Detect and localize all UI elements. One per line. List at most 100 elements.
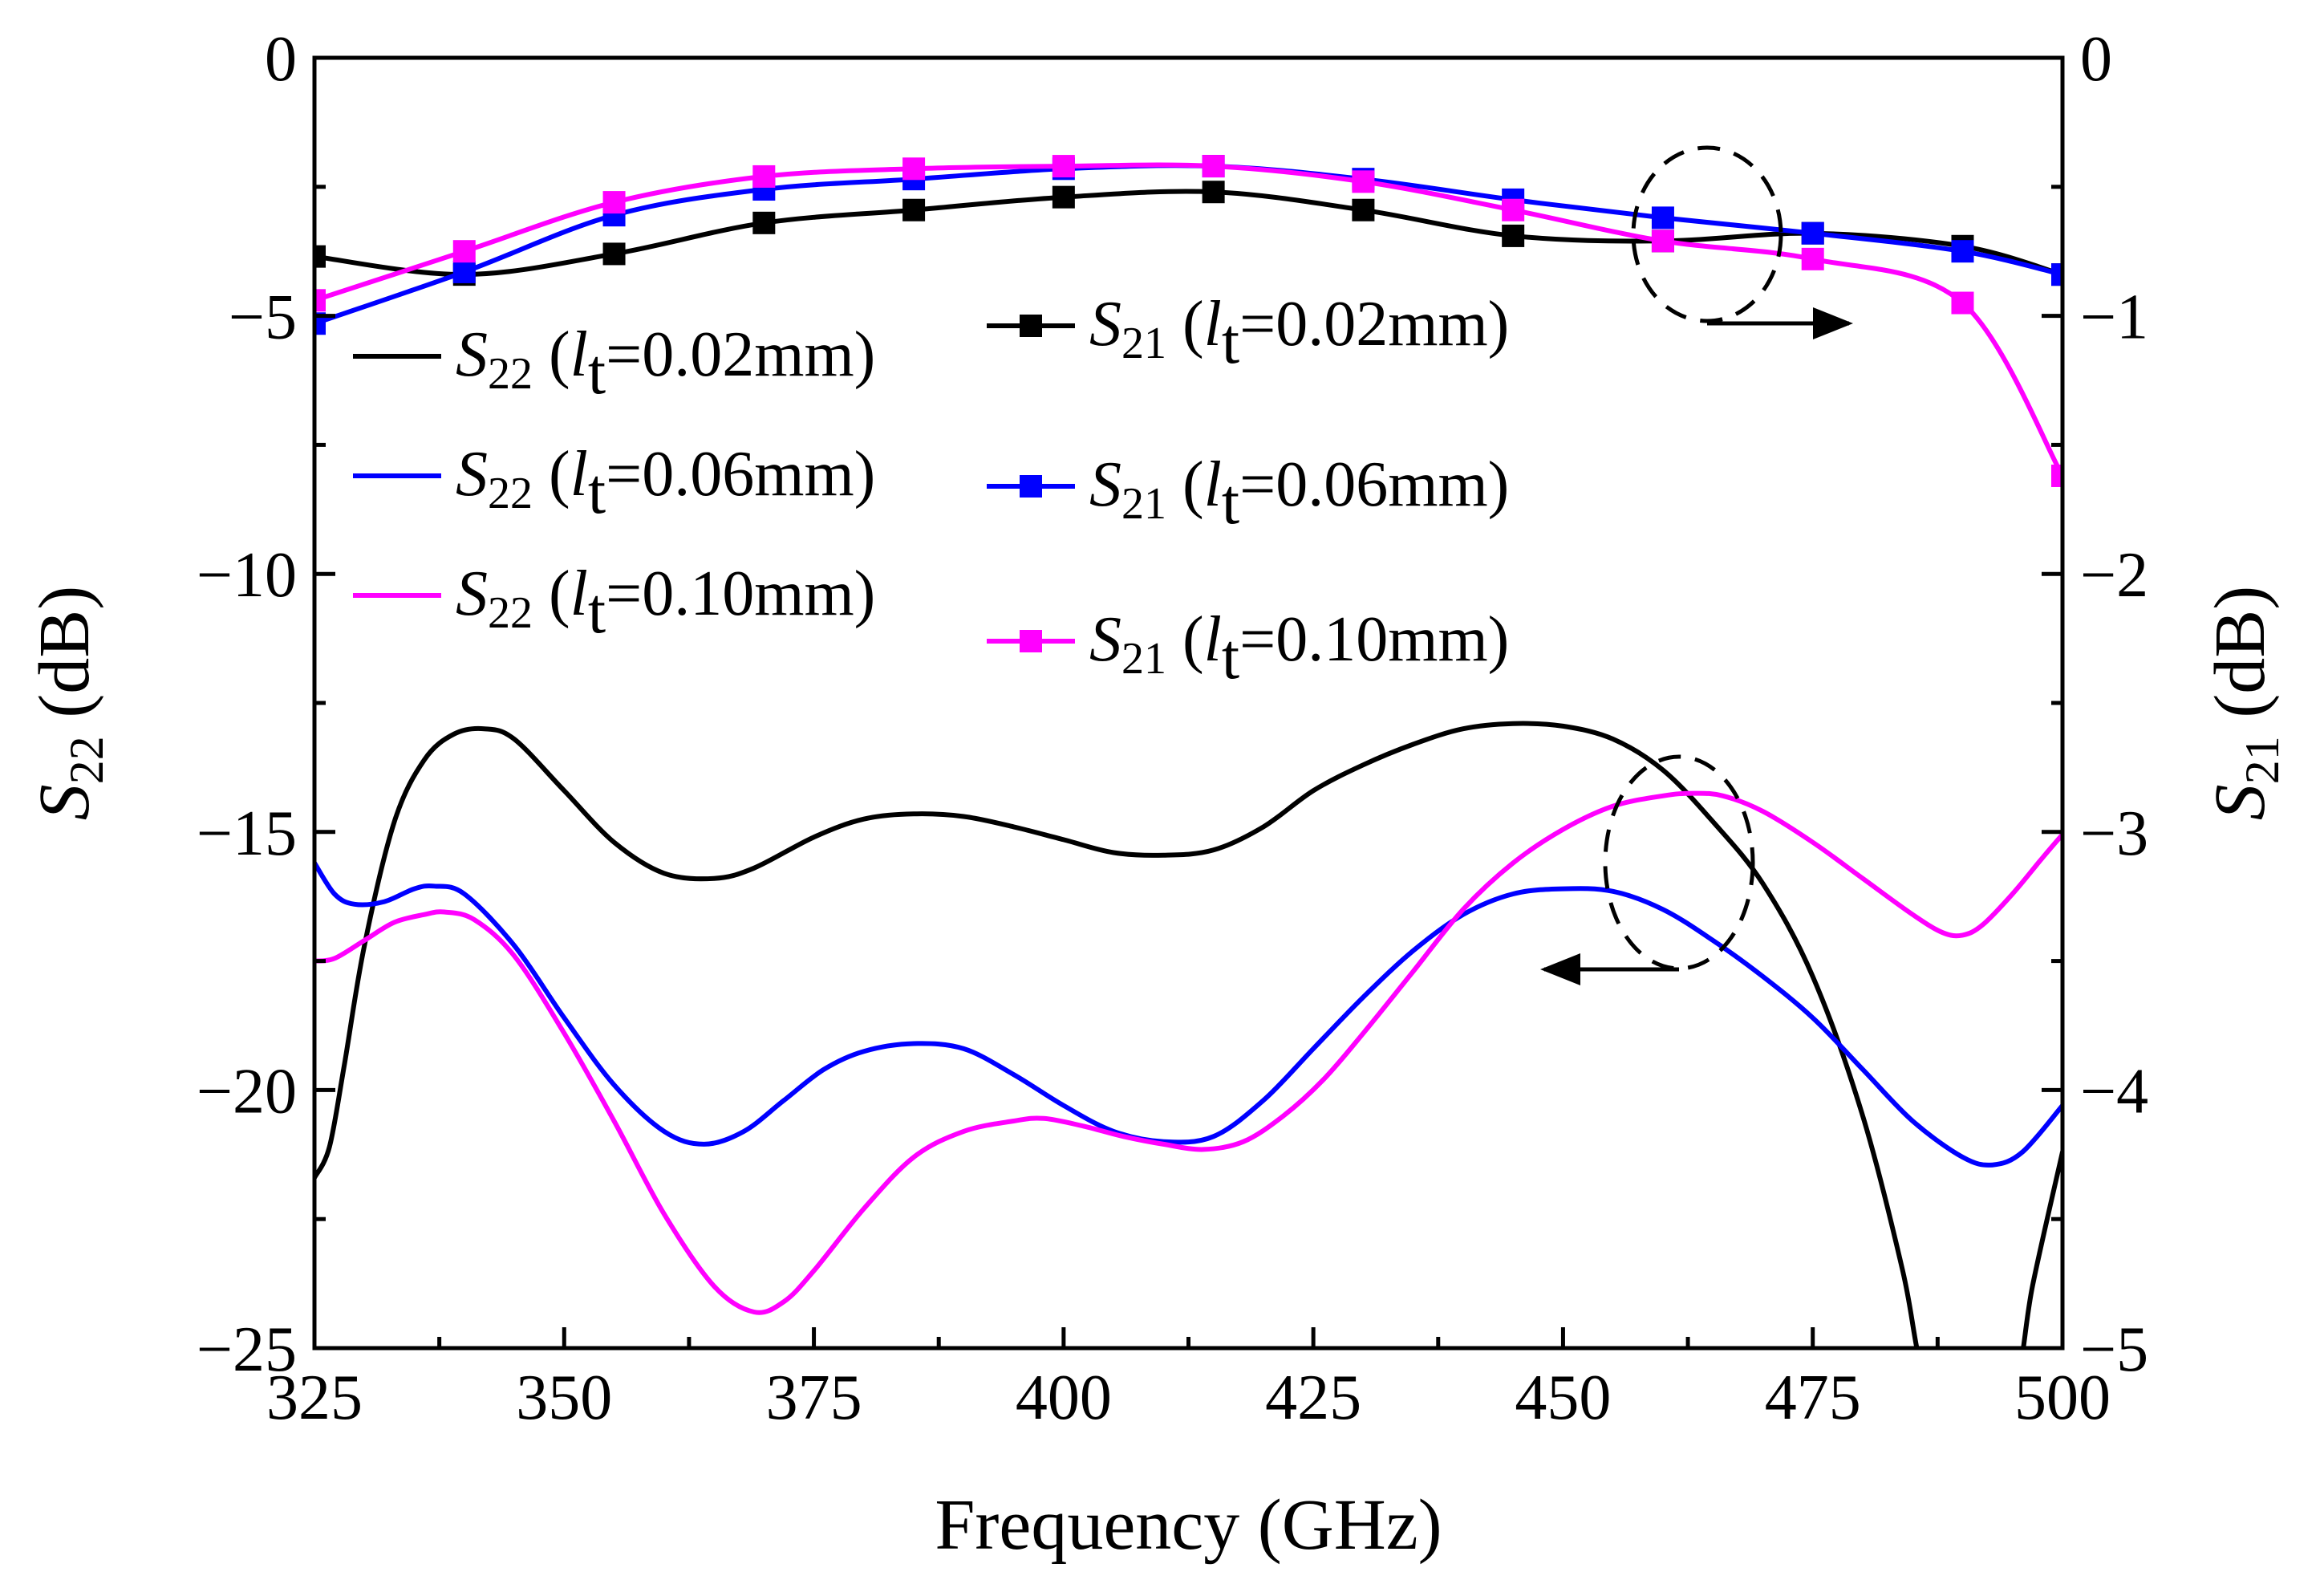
series-6-marker-10	[1651, 229, 1674, 253]
legend-label-ital: l	[1204, 449, 1222, 520]
legend-label-lsub: t	[1222, 467, 1239, 538]
legend-label: S21 (lt=0.10mm)	[1089, 604, 1509, 693]
legend: S22 (lt=0.02mm)S22 (lt=0.06mm)S22 (lt=0.…	[353, 289, 1509, 693]
series-4-marker-1	[314, 245, 326, 268]
y-left-axis-title-subscript: 22	[60, 736, 113, 784]
legend-label: S21 (lt=0.02mm)	[1089, 289, 1509, 377]
y-left-tick-label: 0	[265, 24, 297, 95]
legend-label-main: S	[1089, 289, 1121, 359]
legend-label-main: S	[456, 319, 488, 390]
y-left-axis-title-text: S22 (dB)	[25, 586, 113, 820]
legend-label-pre: (	[533, 559, 570, 629]
y-right-tick-label: −3	[2080, 798, 2148, 869]
series-line-1	[314, 721, 2062, 1348]
legend-label: S22 (lt=0.10mm)	[456, 559, 875, 647]
x-tick-label-425: 425	[1265, 1363, 1361, 1433]
series-4-marker-3	[602, 242, 626, 266]
series-line-2	[314, 860, 2062, 1168]
legend-label-post: =0.06mm)	[1239, 449, 1509, 520]
series-6-marker-3	[602, 191, 626, 214]
series-6-marker-9	[1502, 198, 1525, 221]
legend-label-main: S	[1089, 604, 1121, 675]
legend-label-post: =0.02mm)	[1239, 289, 1509, 359]
series-6-marker-8	[1352, 170, 1375, 193]
legend-label-sub: 22	[488, 469, 533, 518]
axis-titles-layer: Frequency (GHz)S22 (dB)S21 (dB)	[25, 586, 2289, 1565]
legend-item-5: S21 (lt=0.06mm)	[987, 449, 1509, 538]
series-6-marker-6	[1052, 155, 1075, 178]
legend-label-ital: l	[570, 319, 588, 390]
ticks-layer	[312, 55, 2065, 1351]
legend-label-post: =0.10mm)	[1239, 604, 1509, 675]
legend-label-pre: (	[1166, 449, 1204, 520]
series-4-marker-7	[1202, 181, 1225, 204]
series-6-marker-13	[2051, 464, 2062, 487]
legend-label-ital: l	[570, 559, 588, 629]
series-line-3	[314, 790, 2062, 1315]
annotation-ellipse-left	[1603, 754, 1755, 971]
x-tick-label-325: 325	[266, 1363, 363, 1433]
legend-label-lsub: t	[588, 576, 606, 647]
y-right-axis-title-unit: (dB)	[2200, 586, 2280, 736]
legend-label-post: =0.02mm)	[606, 319, 875, 390]
y-right-tick-label: −5	[2080, 1314, 2148, 1385]
series-6-marker-11	[1801, 247, 1824, 270]
legend-label-ital: l	[1204, 604, 1222, 675]
series-5-marker-1	[314, 312, 326, 335]
series-6-marker-5	[902, 157, 926, 181]
series-5-marker-11	[1801, 221, 1824, 245]
x-tick-label-450: 450	[1515, 1363, 1611, 1433]
legend-item-2: S22 (lt=0.06mm)	[353, 439, 875, 527]
legend-label-lsub: t	[1222, 622, 1239, 693]
legend-label-post: =0.10mm)	[606, 559, 875, 629]
series-5-marker-13	[2051, 263, 2062, 286]
legend-label-main: S	[456, 439, 488, 510]
legend-swatch-marker	[1020, 630, 1042, 652]
series-5-marker-10	[1651, 206, 1674, 229]
legend-label-lsub: t	[588, 337, 606, 408]
x-tick-label-400: 400	[1016, 1363, 1112, 1433]
x-tick-label-500: 500	[2014, 1363, 2111, 1433]
series-6-marker-2	[452, 240, 476, 263]
legend-label-post: =0.06mm)	[606, 439, 875, 510]
x-tick-label-475: 475	[1765, 1363, 1861, 1433]
legend-label: S21 (lt=0.06mm)	[1089, 449, 1509, 538]
legend-item-3: S22 (lt=0.10mm)	[353, 559, 875, 647]
legend-label-ital: l	[570, 439, 588, 510]
series-5-marker-2	[452, 260, 476, 283]
legend-swatch-marker	[1020, 315, 1042, 337]
legend-label-ital: l	[1204, 289, 1222, 359]
legend-label: S22 (lt=0.06mm)	[456, 439, 875, 527]
annotations-layer	[1540, 145, 1853, 985]
legend-item-4: S21 (lt=0.02mm)	[987, 289, 1509, 377]
y-left-tick-label: −5	[229, 282, 297, 353]
annotation-ellipse-right	[1631, 145, 1783, 323]
legend-label-sub: 21	[1121, 634, 1166, 684]
legend-label-pre: (	[1166, 289, 1204, 359]
series-6-marker-7	[1202, 155, 1225, 178]
legend-label-pre: (	[533, 319, 570, 390]
y-left-tick-label: −10	[197, 540, 297, 611]
series-6-marker-1	[314, 289, 326, 312]
legend-label-sub: 21	[1121, 319, 1166, 368]
legend-label-sub: 21	[1121, 479, 1166, 529]
legend-item-6: S21 (lt=0.10mm)	[987, 604, 1509, 693]
y-left-axis-title-unit: (dB)	[25, 586, 104, 736]
legend-label-sub: 22	[488, 349, 533, 399]
tick-labels-layer: 325 350 375 400 425 450 475 500 0 −5 −10 −15 −20 −25 0…	[197, 24, 2148, 1433]
y-right-axis-title-symbol: S	[2200, 784, 2280, 820]
series-6-marker-12	[1951, 291, 1974, 315]
series-4-marker-8	[1352, 198, 1375, 221]
legend-label-sub: 22	[488, 588, 533, 638]
series-4-marker-9	[1502, 224, 1525, 247]
series-4-marker-5	[902, 198, 926, 221]
y-right-axis-title-subscript: 21	[2236, 736, 2289, 784]
x-tick-label-350: 350	[516, 1363, 612, 1433]
curves-layer	[314, 155, 2062, 1348]
y-left-tick-label: −15	[197, 798, 297, 869]
legend-label-lsub: t	[588, 457, 606, 527]
legend-label-pre: (	[533, 439, 570, 510]
y-right-axis-title: S21 (dB)	[2200, 586, 2289, 820]
